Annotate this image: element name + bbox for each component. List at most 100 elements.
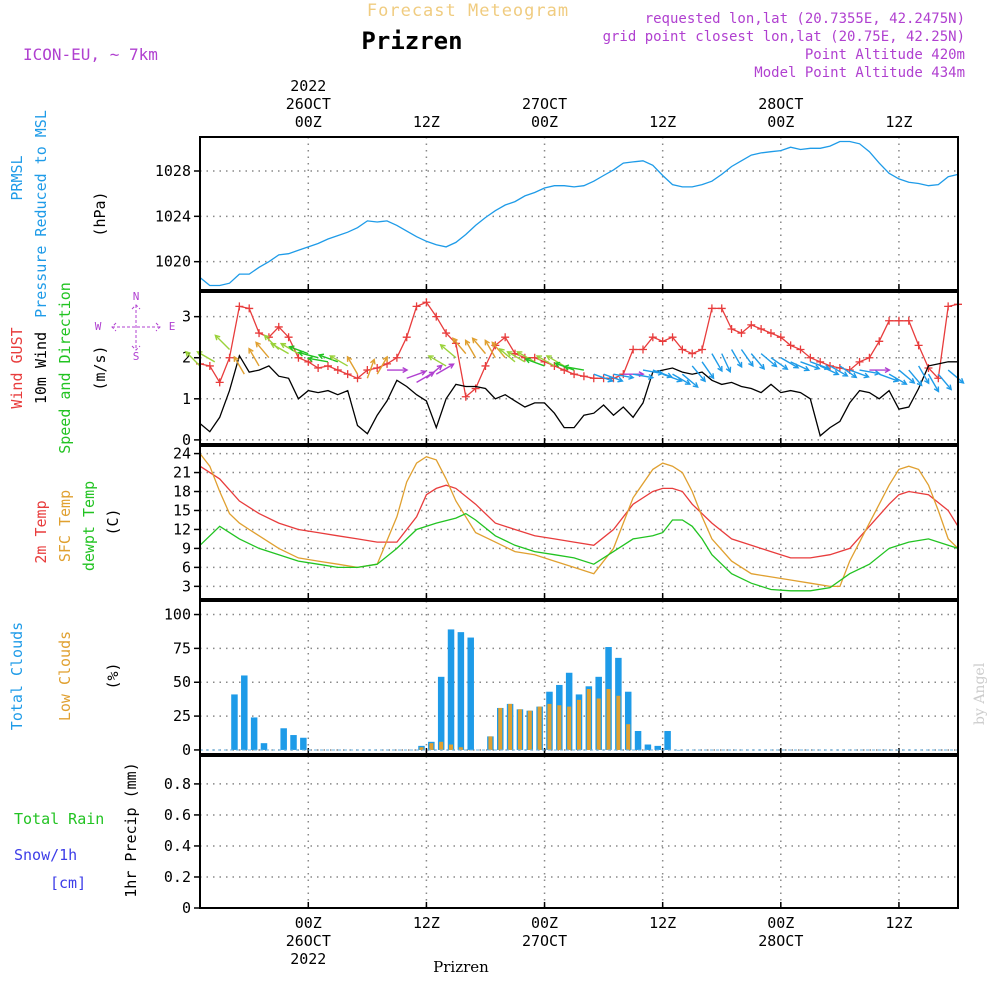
gust-marker (688, 349, 697, 358)
gust-marker (225, 353, 234, 362)
wind-arrow-head (279, 342, 287, 349)
wind-arrow-head (427, 355, 434, 361)
cloud-bar (557, 705, 562, 750)
wind-arrow (839, 365, 857, 378)
wind-arrow (927, 373, 940, 392)
cloud-label-unit: (%) (104, 662, 122, 689)
precip-ylabel: 1hr Precip (mm) (122, 762, 140, 897)
wind-arrow (428, 355, 447, 367)
y-tick-label: 24 (173, 445, 191, 463)
cloud-bar (508, 703, 513, 750)
gust-marker (343, 370, 352, 379)
wind-arrow (701, 361, 715, 379)
y-tick-label: 0 (182, 899, 191, 917)
top-axis-hour: 12Z (885, 113, 912, 131)
temp-label-dewpt: dewpt Temp (80, 481, 98, 571)
gust-marker (432, 312, 441, 321)
wind-arrow (633, 373, 653, 379)
watermark: by Angel (972, 662, 988, 725)
wind-arrow (484, 340, 496, 359)
cloud-bar (567, 706, 572, 750)
cloud-label-total: Total Clouds (8, 622, 26, 730)
gust-marker (786, 341, 795, 350)
wind-arrow (425, 364, 443, 379)
cloud-bar (537, 706, 542, 750)
cloud-bar (674, 749, 681, 751)
cloud-bar (596, 698, 601, 750)
gust-marker (451, 339, 460, 348)
pressure-label-prmsl: PRMSL (8, 155, 26, 200)
series-line (199, 512, 959, 592)
wind-arrow-head (436, 364, 443, 371)
gust-marker (215, 378, 224, 387)
precip-label-cm: [cm] (50, 874, 86, 892)
wind-arrow-head (708, 373, 715, 380)
wind-arrow-head (184, 350, 191, 357)
wind-arrow-head (771, 361, 778, 368)
wind-arrow (750, 353, 765, 370)
wind-arrow (593, 373, 613, 382)
wind-label-gust: Wind GUST (8, 327, 26, 408)
cloud-bar (527, 710, 532, 750)
wind-arrow (730, 349, 743, 368)
y-tick-label: 0.6 (164, 806, 191, 824)
wind-arrow (329, 355, 349, 367)
gust-marker (698, 345, 707, 354)
wind-arrow-head (329, 355, 336, 361)
wind-arrow-head (759, 363, 766, 371)
wind-arrow (233, 356, 245, 375)
bottom-axis-date: 27OCT (522, 932, 567, 950)
wind-arrow (879, 373, 899, 382)
compass-w: W (95, 320, 102, 333)
bottom-axis-date: 26OCT (286, 932, 331, 950)
wind-arrow-head (607, 376, 614, 383)
gust-marker (776, 333, 785, 342)
wind-arrow-head (516, 351, 523, 357)
gust-marker (284, 333, 293, 342)
wind-arrow (760, 353, 777, 368)
y-tick-label: 0.2 (164, 868, 191, 886)
wind-arrow (376, 356, 388, 375)
wind-arrow-head (874, 369, 881, 376)
wind-arrow-head (498, 348, 505, 354)
series-line (199, 140, 959, 287)
wind-arrow-head (524, 357, 531, 364)
wind-arrow (681, 373, 699, 388)
bottom-axis-hour: 12Z (413, 914, 440, 932)
wind-arrow-head (933, 386, 940, 393)
gust-marker (865, 353, 874, 362)
wind-arrow (346, 356, 359, 375)
gust-marker (894, 316, 903, 325)
wind-arrow-head (782, 364, 789, 371)
y-tick-label: 1024 (155, 207, 191, 225)
gust-marker (402, 333, 411, 342)
wind-arrow (859, 369, 880, 375)
gust-marker (205, 361, 214, 370)
cloud-bar (624, 691, 632, 750)
wind-arrow-head (233, 355, 239, 362)
cloud-bar (586, 689, 591, 750)
gust-marker (442, 329, 451, 338)
wind-arrow-head (288, 345, 295, 351)
wind-arrow (691, 365, 706, 382)
wind-arrow (613, 373, 634, 379)
gust-marker (323, 361, 332, 370)
wind-arrow-head (506, 351, 513, 357)
requested-coords: requested lon,lat (20.7355E, 42.2475N) (645, 11, 965, 27)
wind-arrow-head (909, 377, 916, 384)
wind-arrow-head (692, 382, 699, 388)
y-tick-label: 0.8 (164, 775, 191, 793)
wind-label-unit: (m/s) (91, 345, 109, 390)
cloud-bar (260, 743, 268, 750)
cloud-bar (467, 637, 474, 750)
cloud-bar (250, 717, 258, 750)
wind-arrow-head (317, 353, 325, 360)
gust-marker (333, 366, 342, 375)
gust-marker (658, 337, 667, 346)
wind-arrow (536, 355, 555, 367)
compass-arrows (111, 304, 161, 351)
wind-label-speed-dir: Speed and Direction (56, 282, 74, 454)
gust-marker (274, 322, 283, 331)
wind-arrow-head (451, 337, 458, 344)
